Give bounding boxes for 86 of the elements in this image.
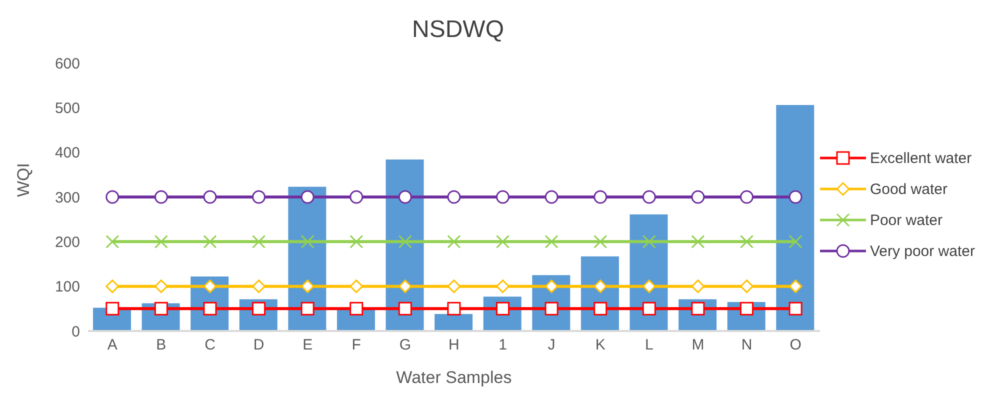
point	[447, 190, 461, 204]
point	[496, 190, 510, 204]
x-tick-label: M	[692, 336, 704, 354]
point	[594, 190, 608, 204]
x-tick-label: G	[399, 336, 412, 354]
point	[398, 234, 412, 248]
y-tick-label: 500	[54, 100, 80, 117]
point	[691, 190, 705, 204]
x-tick-label: A	[107, 336, 118, 354]
point	[203, 190, 217, 204]
bar	[434, 314, 473, 331]
point	[350, 190, 364, 204]
legend-label: Very poor water	[870, 242, 975, 260]
point	[154, 302, 168, 316]
point	[642, 280, 656, 294]
point	[300, 280, 314, 294]
point	[447, 302, 461, 316]
point	[691, 234, 705, 248]
point	[788, 302, 802, 316]
point	[203, 234, 217, 248]
x-tick-label: C	[204, 336, 216, 354]
point	[642, 234, 656, 248]
x-tick-label: E	[302, 336, 313, 354]
point	[544, 190, 558, 204]
point	[447, 280, 461, 294]
point	[154, 234, 168, 248]
point	[594, 234, 608, 248]
point	[544, 234, 558, 248]
point	[106, 280, 120, 294]
point	[496, 234, 510, 248]
y-axis-title: WQI	[14, 163, 34, 197]
point	[300, 234, 314, 248]
point	[398, 302, 412, 316]
y-tick-label: 300	[54, 189, 80, 206]
point	[788, 234, 802, 248]
point	[642, 302, 656, 316]
y-tick-label: 400	[54, 144, 80, 162]
x-tick-label: F	[352, 336, 361, 354]
point	[398, 280, 412, 294]
x-tick-label: N	[741, 336, 752, 354]
point	[594, 302, 608, 316]
x-tick-label: L	[644, 336, 654, 354]
point	[740, 190, 754, 204]
point	[203, 280, 217, 294]
point	[252, 234, 266, 248]
x-tick-label: B	[156, 336, 166, 354]
point	[106, 302, 120, 316]
point	[106, 234, 120, 248]
point	[106, 190, 120, 204]
bar	[776, 104, 814, 331]
x-axis-title: Water Samples	[396, 368, 512, 387]
point	[154, 190, 168, 204]
y-tick-label: 100	[54, 278, 80, 296]
legend-label: Excellent water	[870, 150, 972, 166]
point	[788, 280, 802, 294]
point	[350, 302, 364, 316]
point	[252, 190, 266, 204]
x-tick-label: O	[790, 336, 802, 354]
x-tick-label: D	[253, 336, 264, 354]
point	[594, 280, 608, 294]
point	[740, 234, 754, 248]
point	[496, 280, 510, 294]
y-tick-label: 0	[72, 323, 80, 340]
y-tick-label: 200	[54, 234, 80, 251]
point	[447, 234, 461, 248]
point	[691, 280, 705, 294]
chart-title: NSDWQ	[411, 16, 505, 44]
point	[252, 280, 266, 294]
legend-label: Good water	[870, 180, 948, 198]
point	[300, 302, 314, 316]
x-tick-label: J	[548, 336, 556, 354]
point	[350, 234, 364, 248]
point	[740, 302, 754, 316]
point	[300, 190, 314, 204]
x-tick-label: H	[448, 336, 460, 354]
legend-label: Poor water	[870, 212, 942, 228]
y-tick-label: 600	[54, 55, 80, 72]
point	[642, 190, 656, 204]
x-tick-label: 1	[498, 336, 507, 354]
point	[398, 190, 412, 204]
point	[740, 280, 754, 294]
point	[788, 190, 802, 204]
point	[154, 280, 168, 294]
point	[544, 280, 558, 294]
x-tick-label: K	[595, 336, 606, 354]
point	[350, 280, 364, 294]
